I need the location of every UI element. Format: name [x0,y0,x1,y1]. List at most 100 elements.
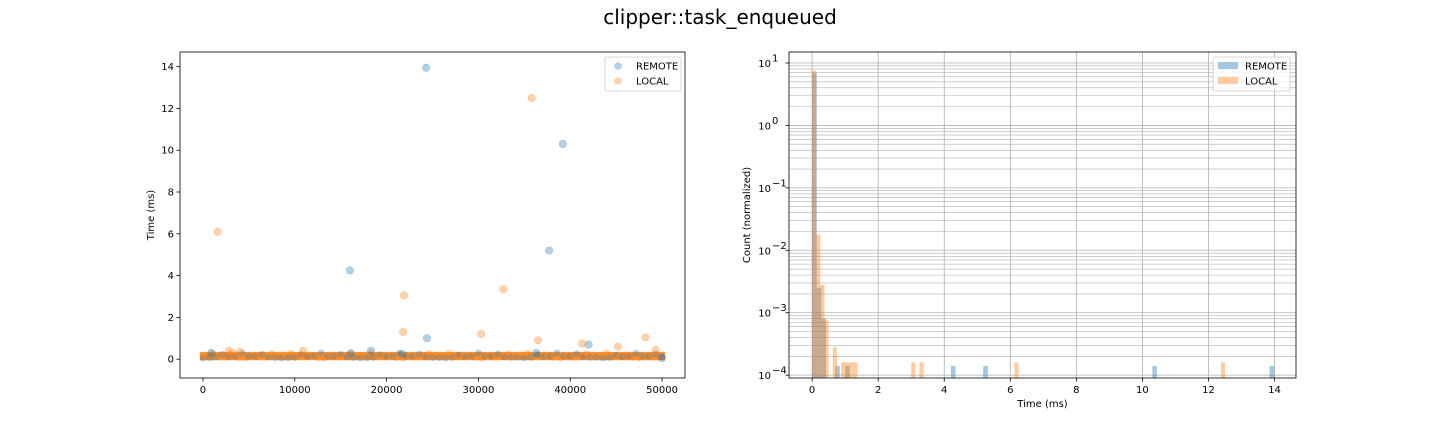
x-tick-label: 2 [875,385,881,396]
baseline-point [386,352,394,360]
baseline-point [474,349,482,357]
baseline-point [297,351,305,359]
remote-point [207,348,216,357]
baseline-point [517,352,525,360]
legend-marker [614,62,622,70]
baseline-point [429,353,436,361]
baseline-point [232,352,240,360]
baseline-point [327,352,335,360]
remote-bar [1269,366,1275,378]
baseline-point [471,354,479,362]
baseline-point [658,353,666,361]
local-point [578,339,587,348]
remote-point [345,266,354,275]
x-tick-label: 0 [200,385,206,396]
remote-bar [983,366,988,378]
y-tick-base: 10 [758,371,771,382]
local-point [613,342,623,351]
baseline-point [419,353,427,361]
baseline-point [560,352,568,360]
baseline-point [576,353,584,361]
baseline-point [586,353,594,361]
x-tick-label: 50000 [646,385,678,396]
baseline-point [245,352,253,360]
baseline-point [314,354,322,362]
baseline-point [642,353,650,361]
figure-suptitle: clipper::task_enqueued [603,5,837,29]
baseline-point [402,352,410,360]
baseline-point [448,353,456,361]
local-bar [832,347,837,378]
baseline-point [294,352,302,360]
y-axis-label: Count (normalized) [742,167,753,263]
local-bar [1220,362,1225,378]
y-tick-base: 10 [758,246,771,257]
y-tick-exponent: −4 [772,366,787,377]
baseline-point [504,350,512,358]
baseline-point [238,349,246,357]
y-axis-label: Time (ms) [146,190,157,242]
baseline-point [579,353,587,361]
local-bar [820,284,825,378]
baseline-point [645,352,653,360]
baseline-point [510,352,518,360]
y-tick-label: 4 [168,271,174,282]
y-tick-label: 8 [168,188,174,199]
baseline-point [514,353,522,361]
x-tick-label: 30000 [463,385,495,396]
local-point [213,227,222,236]
y-tick-exponent: 0 [772,116,778,127]
baseline-point [209,349,217,357]
y-tick-exponent: −3 [772,303,787,314]
local-bar [812,70,817,379]
baseline-point [465,352,473,360]
baseline-point [376,351,384,359]
remote-bar [845,366,850,378]
baseline-point [392,354,400,362]
legend-swatch [1218,77,1238,84]
baseline-point [543,351,551,359]
baseline-point [606,354,614,362]
local-bar [919,362,924,378]
y-tick-exponent: −1 [772,178,787,189]
baseline-point [524,349,532,357]
remote-point [422,334,432,343]
local-point [499,285,508,294]
baseline-point [648,353,656,361]
remote-point [584,340,593,349]
baseline-point [599,354,607,362]
local-bar [911,362,916,378]
baseline-point [265,353,273,361]
baseline-point [609,352,617,360]
scatter-frame [179,51,686,379]
legend-label: LOCAL [1245,77,1278,88]
baseline-point [287,349,295,357]
baseline-point [596,352,604,360]
x-tick-label: 4 [941,385,947,396]
scatter-axes: 0 10000 20000 30000 40000 50000 0 2 4 6 8 10 12 14 Tim… [146,51,686,396]
baseline-point [612,351,620,359]
baseline-point [415,350,423,358]
remote-point [398,349,407,359]
baseline-point [497,353,505,361]
baseline-point [222,353,230,361]
baseline-point [215,352,223,360]
baseline-point [629,353,637,361]
baseline-point [330,352,338,360]
x-tick-label: 6 [1007,385,1013,396]
y-tick-label: 12 [161,104,174,115]
remote-bar [950,366,956,378]
remote-point [366,346,376,355]
baseline-point [458,353,466,361]
baseline-point [445,349,453,357]
baseline-point-band [199,351,666,361]
baseline-point [615,353,623,361]
baseline-point [356,354,364,362]
baseline-point [228,352,236,360]
y-tick-label: 14 [161,62,174,73]
local-point [399,291,409,300]
legend-label: LOCAL [636,77,669,88]
baseline-point [481,352,489,360]
remote-point [657,354,667,363]
